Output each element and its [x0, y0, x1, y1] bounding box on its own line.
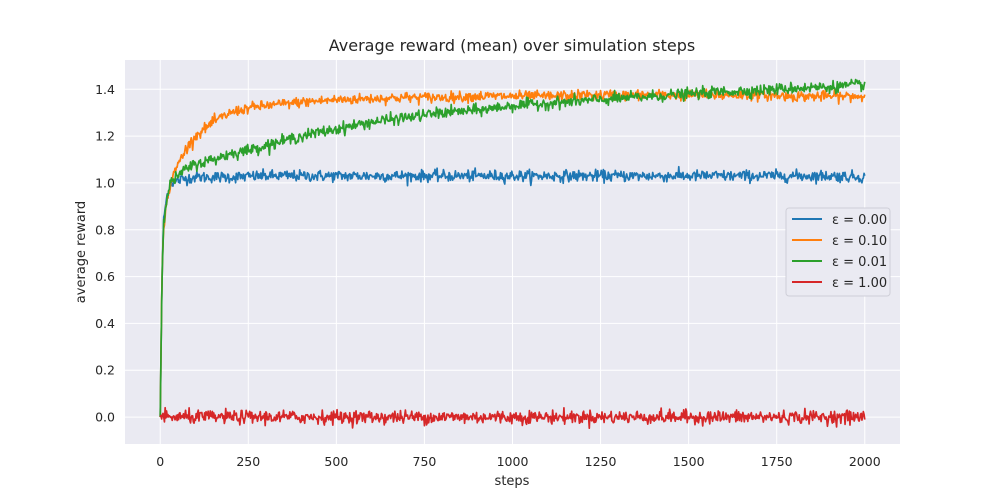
x-tick-label: 1250: [585, 454, 617, 469]
y-axis-ticks: 0.0 0.2 0.4 0.6 0.8 1.0 1.2 1.4: [95, 82, 115, 425]
legend-entry: ε = 0.01: [792, 255, 887, 270]
legend-label: ε = 0.10: [832, 234, 887, 249]
series-line: [159, 88, 866, 418]
x-tick-label: 1500: [673, 454, 705, 469]
x-tick-label: 500: [324, 454, 348, 469]
y-tick-label: 0.6: [95, 269, 115, 284]
series-lines: [159, 78, 866, 430]
x-tick-label: 2000: [849, 454, 881, 469]
y-tick-label: 0.4: [95, 316, 115, 331]
series-line: [159, 406, 866, 430]
y-tick-label: 0.2: [95, 363, 115, 378]
x-tick-label: 1750: [761, 454, 793, 469]
x-tick-label: 1000: [497, 454, 529, 469]
y-tick-label: 1.2: [95, 129, 115, 144]
legend-entry: ε = 0.10: [792, 234, 887, 249]
y-axis-label: average reward: [74, 201, 89, 303]
y-tick-label: 0.0: [95, 410, 115, 425]
legend-box: [785, 207, 891, 297]
y-tick-label: 1.0: [95, 175, 115, 190]
x-tick-label: 0: [156, 454, 164, 469]
x-axis-label: steps: [495, 474, 530, 489]
y-tick-label: 1.4: [95, 82, 115, 97]
x-tick-label: 750: [413, 454, 437, 469]
x-tick-label: 250: [236, 454, 260, 469]
legend-entry: ε = 0.00: [792, 213, 887, 228]
series-line: [159, 165, 866, 418]
chart-title: Average reward (mean) over simulation st…: [329, 36, 695, 55]
legend-label: ε = 1.00: [832, 276, 887, 291]
legend-label: ε = 0.00: [832, 213, 887, 228]
y-tick-label: 0.8: [95, 222, 115, 237]
legend: ε = 0.00 ε = 0.10 ε = 0.01 ε = 1.00: [785, 207, 891, 297]
x-axis-ticks: 0 250 500 750 1000 1250 1500 1750 2000: [156, 454, 880, 469]
legend-label: ε = 0.01: [832, 255, 887, 270]
series-line: [159, 78, 866, 418]
legend-entry: ε = 1.00: [792, 276, 887, 291]
